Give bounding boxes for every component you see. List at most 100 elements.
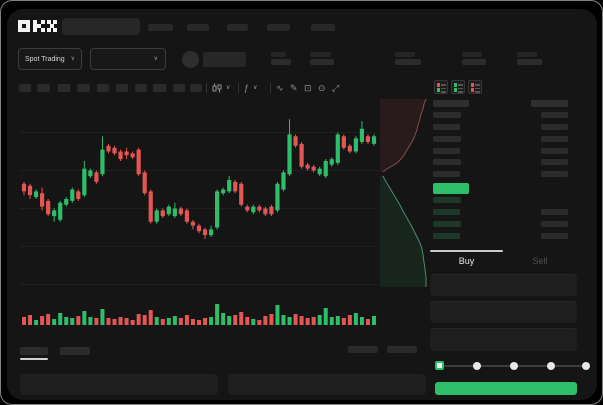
timeframe-button[interactable] [97, 84, 109, 92]
candle [305, 164, 310, 169]
timeframe-button[interactable] [173, 84, 185, 92]
volume-bar [112, 319, 117, 325]
orderbook-price-header [433, 100, 469, 107]
candle [148, 191, 153, 222]
volume-bar [172, 316, 177, 325]
toggle-bottom-cell [437, 88, 440, 92]
candle [52, 210, 57, 217]
bottom-chip[interactable] [387, 346, 417, 353]
bid-price-bar [433, 221, 461, 227]
pair-dropdown[interactable]: ∨ [90, 48, 166, 70]
volume-bar [40, 316, 45, 325]
bottom-tab-1[interactable] [60, 347, 90, 355]
slider-step-dot[interactable] [582, 362, 590, 370]
bottom-chip[interactable] [348, 346, 378, 353]
toggle-line [441, 87, 446, 89]
toggle-line [475, 91, 480, 93]
volume-bar [94, 318, 99, 325]
chevron-down-icon: ∨ [253, 85, 258, 91]
orderbook-combined-view-icon[interactable] [434, 80, 448, 94]
candle [287, 134, 292, 175]
okx-logo[interactable] [18, 20, 58, 33]
volume-bar [347, 315, 352, 325]
toggle-line [475, 87, 480, 89]
ask-amount-bar [541, 159, 568, 165]
nav-item[interactable] [148, 24, 173, 31]
candle [329, 159, 334, 165]
market-type-dropdown[interactable]: Spot Trading ∨ [18, 48, 82, 70]
buy-submit-button[interactable] [435, 382, 577, 395]
stat-value [310, 59, 334, 65]
toolbar-divider [206, 83, 207, 93]
stat-label [395, 52, 415, 57]
search-input[interactable] [62, 18, 140, 35]
candle [371, 136, 377, 144]
slider-handle[interactable] [435, 361, 444, 370]
settings-icon[interactable]: ⊙ [318, 82, 326, 94]
tab-sell[interactable]: Sell [532, 256, 548, 266]
timeframe-button[interactable] [58, 84, 70, 92]
trade-input-0[interactable] [430, 274, 577, 296]
screenshot-icon-glyph: ⊡ [304, 82, 312, 93]
volume-bar [197, 320, 201, 325]
volume-bar [34, 320, 39, 325]
volume-bar [160, 319, 165, 325]
fullscreen-icon[interactable]: ⤢ [332, 82, 339, 94]
toolbar-divider [238, 83, 239, 93]
toggle-line [475, 84, 480, 86]
orderbook-amount-header [531, 100, 568, 107]
volume-bar [323, 308, 328, 325]
nav-item[interactable] [267, 24, 290, 31]
trade-input-2[interactable] [430, 328, 577, 351]
candle [293, 136, 298, 146]
bid-amount-bar [541, 221, 568, 227]
volume-bar [142, 315, 147, 325]
timeframe-button[interactable] [190, 84, 202, 92]
nav-item[interactable] [187, 24, 209, 31]
volume-bar [341, 318, 346, 325]
toggle-bottom-cell [471, 88, 474, 92]
timeframe-button[interactable] [153, 84, 166, 92]
timeframe-button[interactable] [135, 84, 147, 92]
chevron-down-icon: ∨ [70, 56, 75, 62]
volume-bar [46, 314, 51, 325]
draw-icon[interactable]: ✎ [290, 82, 298, 94]
volume-bar [130, 320, 135, 325]
chart-type-icon[interactable]: ∨ [212, 82, 230, 94]
volume-bar [184, 315, 189, 325]
ask-amount-bar [541, 112, 568, 118]
candle [311, 166, 316, 171]
indicators-icon[interactable]: ƒ ∨ [244, 82, 257, 94]
volume-bar [106, 318, 111, 325]
volume-bar [317, 315, 322, 325]
timeframe-button[interactable] [19, 84, 31, 92]
slider-step-dot[interactable] [510, 362, 518, 370]
slider-step-dot[interactable] [473, 362, 481, 370]
candle [263, 208, 268, 215]
tab-buy[interactable]: Buy [458, 256, 475, 266]
candle [347, 145, 352, 152]
trade-input-1[interactable] [430, 301, 577, 323]
pair-icon[interactable] [182, 51, 199, 68]
orderbook-bids-view-icon[interactable] [451, 80, 465, 94]
volume-bar [239, 312, 244, 325]
line-tool-icon[interactable]: ∿ [276, 82, 284, 94]
candle [166, 206, 171, 215]
orderbook-asks-view-icon[interactable] [468, 80, 482, 94]
nav-item[interactable] [311, 24, 335, 31]
timeframe-button[interactable] [37, 84, 50, 92]
bottom-tab-0[interactable] [20, 347, 48, 355]
stat-value [395, 59, 421, 65]
timeframe-button[interactable] [77, 84, 90, 92]
timeframe-button[interactable] [116, 84, 128, 92]
screenshot-icon[interactable]: ⊡ [304, 82, 312, 94]
slider-step-dot[interactable] [547, 362, 555, 370]
candlestick-glyph [212, 83, 222, 93]
candle [281, 172, 286, 190]
last-price-bar[interactable] [433, 183, 469, 194]
stat-label [517, 52, 537, 57]
nav-item[interactable] [227, 24, 248, 31]
volume-bar [166, 318, 171, 325]
volume-bar [353, 313, 358, 325]
